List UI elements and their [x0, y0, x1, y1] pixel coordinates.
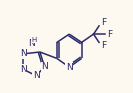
Text: N: N — [28, 39, 35, 48]
Text: N: N — [20, 65, 27, 74]
Text: N: N — [20, 49, 27, 58]
Text: N: N — [33, 71, 40, 80]
Text: N: N — [41, 62, 48, 71]
Text: F: F — [107, 30, 113, 39]
Text: N: N — [66, 63, 73, 72]
Text: H: H — [32, 37, 37, 43]
Text: F: F — [101, 18, 107, 27]
Text: F: F — [101, 41, 107, 50]
